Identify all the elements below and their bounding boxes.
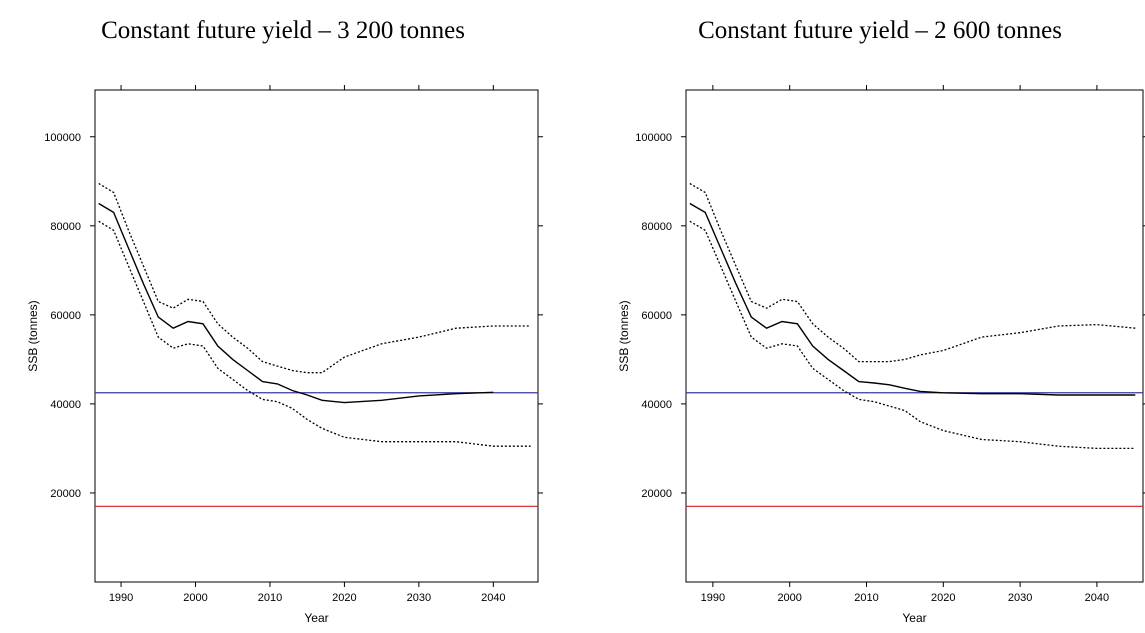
series-line — [689, 202, 1136, 396]
x-axis-label: Year — [304, 611, 328, 625]
y-tick-label: 40000 — [50, 399, 81, 411]
x-tick-label: 2040 — [481, 592, 505, 604]
x-tick-label: 2020 — [931, 592, 955, 604]
series-line — [98, 182, 531, 374]
chart-title: Constant future yield – 2 600 tonnes — [698, 17, 1062, 44]
x-tick-label: 2010 — [258, 592, 282, 604]
y-tick-label: 80000 — [641, 221, 672, 233]
x-tick-label: 2000 — [777, 592, 801, 604]
x-tick-label: 2020 — [332, 592, 356, 604]
plot-frame — [685, 89, 1144, 583]
series-line — [689, 220, 1136, 450]
x-tick-label: 2000 — [183, 592, 207, 604]
y-tick-label: 40000 — [641, 399, 672, 411]
series-line — [98, 202, 494, 404]
y-tick-label: 20000 — [50, 488, 81, 500]
y-tick-label: 20000 — [641, 488, 672, 500]
x-tick-label: 1990 — [109, 592, 133, 604]
y-tick-label: 100000 — [635, 132, 672, 144]
y-axis-label: SSB (tonnes) — [26, 300, 40, 371]
x-tick-label: 2010 — [854, 592, 878, 604]
x-tick-label: 1990 — [701, 592, 725, 604]
x-tick-label: 2040 — [1085, 592, 1109, 604]
x-tick-label: 2030 — [1008, 592, 1032, 604]
plot-frame — [94, 89, 539, 583]
y-tick-label: 60000 — [641, 310, 672, 322]
x-tick-label: 2030 — [407, 592, 431, 604]
y-axis-label: SSB (tonnes) — [617, 300, 631, 371]
y-tick-label: 60000 — [50, 310, 81, 322]
x-axis-label: Year — [902, 611, 926, 625]
y-tick-label: 80000 — [50, 221, 81, 233]
chart-title: Constant future yield – 3 200 tonnes — [101, 17, 465, 44]
y-tick-label: 100000 — [44, 132, 81, 144]
series-line — [98, 220, 531, 447]
series-line — [689, 182, 1136, 363]
